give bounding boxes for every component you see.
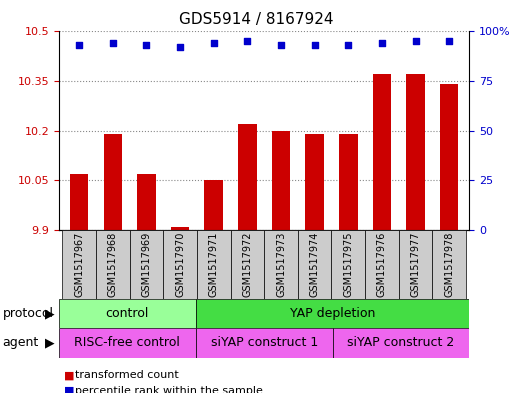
Text: protocol: protocol [3, 307, 53, 320]
Text: YAP depletion: YAP depletion [290, 307, 376, 320]
Point [378, 40, 386, 46]
Bar [365, 230, 399, 299]
Bar [440, 84, 459, 230]
Bar [137, 174, 156, 230]
Text: GSM1517969: GSM1517969 [142, 231, 151, 297]
Text: transformed count: transformed count [75, 370, 179, 380]
Text: control: control [106, 307, 149, 320]
Bar [298, 230, 331, 299]
Point [445, 38, 453, 44]
Bar [96, 230, 130, 299]
Text: ▶: ▶ [45, 336, 55, 349]
Bar [205, 180, 223, 230]
Bar [331, 230, 365, 299]
Bar [432, 230, 466, 299]
Text: GSM1517968: GSM1517968 [108, 231, 118, 297]
Bar [238, 124, 256, 230]
Text: GSM1517970: GSM1517970 [175, 231, 185, 297]
Text: RISC-free control: RISC-free control [74, 336, 181, 349]
Text: GSM1517975: GSM1517975 [343, 231, 353, 297]
Text: siYAP construct 2: siYAP construct 2 [347, 336, 455, 349]
Bar [163, 230, 197, 299]
Bar [197, 230, 230, 299]
Text: GDS5914 / 8167924: GDS5914 / 8167924 [179, 12, 334, 27]
Text: ■: ■ [64, 370, 74, 380]
Bar [264, 230, 298, 299]
Point [210, 40, 218, 46]
Bar [63, 230, 96, 299]
Point [310, 42, 319, 48]
Bar [59, 299, 196, 328]
Point [277, 42, 285, 48]
Text: GSM1517971: GSM1517971 [209, 231, 219, 297]
Bar [130, 230, 163, 299]
Point [411, 38, 420, 44]
Text: GSM1517976: GSM1517976 [377, 231, 387, 297]
Bar [230, 230, 264, 299]
Point [176, 44, 184, 50]
Bar [104, 134, 122, 230]
Bar [399, 230, 432, 299]
Bar [70, 174, 88, 230]
Bar [372, 74, 391, 230]
Text: ▶: ▶ [45, 307, 55, 320]
Text: GSM1517973: GSM1517973 [276, 231, 286, 297]
Bar [339, 134, 358, 230]
Bar [196, 299, 469, 328]
Bar [406, 74, 425, 230]
Bar [196, 328, 332, 358]
Text: GSM1517978: GSM1517978 [444, 231, 454, 297]
Point [109, 40, 117, 46]
Point [344, 42, 352, 48]
Bar [305, 134, 324, 230]
Point [142, 42, 150, 48]
Bar [171, 227, 189, 230]
Text: percentile rank within the sample: percentile rank within the sample [75, 386, 263, 393]
Text: GSM1517967: GSM1517967 [74, 231, 84, 297]
Bar [272, 131, 290, 230]
Text: ■: ■ [64, 386, 74, 393]
Point [75, 42, 83, 48]
Text: siYAP construct 1: siYAP construct 1 [210, 336, 318, 349]
Text: GSM1517974: GSM1517974 [310, 231, 320, 297]
Point [243, 38, 251, 44]
Bar [332, 328, 469, 358]
Text: agent: agent [3, 336, 39, 349]
Bar [59, 328, 196, 358]
Text: GSM1517972: GSM1517972 [242, 231, 252, 297]
Text: GSM1517977: GSM1517977 [410, 231, 421, 297]
